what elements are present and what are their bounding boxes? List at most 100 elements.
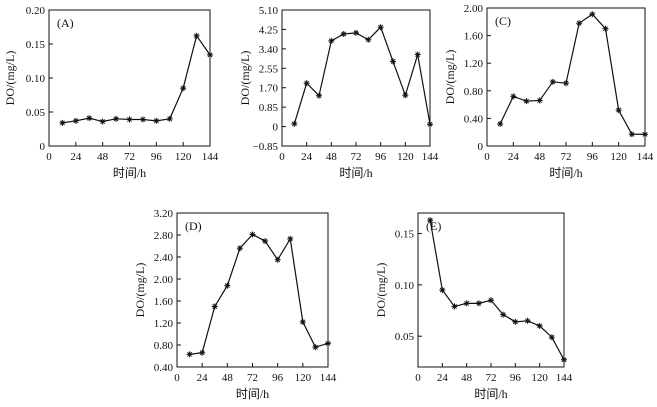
x-tick-label: 24 — [301, 151, 313, 163]
x-tick-label: 144 — [556, 372, 573, 384]
chart-panel-3: 0 24 48 72 96 120 144 0 0.40 0.80 1.20 1.60 2.00 时间/h… — [443, 3, 654, 180]
data-point-marker — [500, 311, 507, 318]
x-tick-label: 0 — [279, 151, 285, 163]
data-point-marker — [488, 297, 494, 304]
data-point-marker — [561, 356, 567, 363]
y-tick-label: 0.05 — [26, 107, 46, 119]
data-point-marker — [451, 303, 458, 310]
y-tick-label: 0.80 — [154, 340, 174, 352]
y-tick-label: 3.20 — [154, 208, 174, 220]
data-point-marker — [439, 287, 446, 293]
data-point-marker — [524, 317, 531, 324]
data-point-marker — [414, 51, 421, 58]
data-point-marker — [497, 120, 504, 127]
y-tick-label: 2.00 — [464, 3, 484, 15]
data-point-marker — [316, 92, 322, 99]
x-tick-label: 96 — [272, 372, 284, 384]
y-tick-label: 0.20 — [26, 5, 46, 17]
x-tick-label: 0 — [484, 151, 490, 163]
data-point-marker — [427, 217, 434, 224]
series-line — [429, 220, 565, 361]
x-tick-label: 72 — [124, 151, 135, 163]
x-tick-label: 48 — [222, 372, 234, 384]
x-axis-label: 时间/h — [236, 387, 269, 401]
data-point-marker — [563, 80, 569, 87]
chart-panel-4: 0 24 48 72 96 120 144 0.40 0.80 1.20 1.60 2.00 2.40 2… — [133, 208, 337, 401]
x-tick-label: 48 — [326, 151, 338, 163]
x-tick-label: 96 — [587, 151, 599, 163]
data-point-marker — [589, 11, 596, 18]
data-point-marker — [510, 93, 517, 100]
series-line — [62, 34, 211, 124]
data-point-marker — [249, 231, 256, 238]
data-point-marker — [523, 98, 530, 105]
y-tick-label: 5.10 — [259, 5, 279, 17]
y-tick-label: 2.40 — [154, 252, 174, 264]
x-tick-label: 72 — [351, 151, 362, 163]
data-point-marker — [199, 349, 206, 356]
x-tick-label: 120 — [295, 372, 312, 384]
data-point-marker — [340, 31, 347, 37]
x-tick-label: 72 — [486, 372, 497, 384]
x-tick-label: 48 — [534, 151, 546, 163]
x-tick-label: 0 — [415, 372, 421, 384]
x-tick-label: 48 — [461, 372, 473, 384]
panel-label: (E) — [426, 219, 441, 233]
chart-panel-1: 0 24 48 72 96 120 144 0 0.05 0.10 0.15 0.20 时间/h DO/(… — [3, 5, 219, 180]
x-tick-label: 72 — [561, 151, 572, 163]
x-tick-label: 96 — [510, 372, 522, 384]
y-tick-label: −0.85 — [253, 141, 279, 153]
y-tick-label: 0.80 — [464, 86, 484, 98]
data-point-marker — [402, 92, 409, 99]
x-tick-label: 144 — [202, 151, 219, 163]
data-point-marker — [291, 120, 298, 127]
data-point-marker — [59, 119, 66, 126]
data-point-marker — [262, 238, 269, 245]
data-point-marker — [328, 37, 335, 44]
data-point-marker — [303, 80, 310, 87]
y-tick-label: 0 — [273, 122, 279, 134]
data-point-marker — [72, 117, 79, 124]
y-tick-label: 0.10 — [26, 73, 46, 85]
data-point-marker — [99, 118, 106, 125]
panel-label: (C) — [495, 14, 511, 28]
x-tick-label: 120 — [610, 151, 627, 163]
x-tick-label: 0 — [174, 372, 180, 384]
y-tick-label: 1.20 — [154, 318, 174, 330]
y-tick-label: 0.15 — [26, 39, 46, 51]
x-tick-label: 24 — [437, 372, 449, 384]
x-tick-label: 48 — [97, 151, 109, 163]
data-point-marker — [312, 344, 319, 351]
y-tick-label: 4.25 — [259, 24, 279, 36]
y-tick-label: 0.10 — [395, 280, 415, 292]
x-tick-label: 120 — [397, 151, 414, 163]
x-tick-label: 24 — [508, 151, 520, 163]
data-point-marker — [463, 300, 470, 307]
x-tick-label: 96 — [151, 151, 163, 163]
data-point-marker — [224, 282, 231, 289]
y-axis-label: DO/(mg/L) — [443, 50, 457, 105]
series-line — [293, 26, 431, 125]
y-axis-label: DO/(mg/L) — [374, 263, 388, 318]
y-tick-label: 0.40 — [464, 113, 484, 125]
y-tick-label: 0.40 — [154, 362, 174, 374]
data-point-marker — [274, 256, 281, 263]
y-axis-label: DO/(mg/L) — [3, 51, 17, 106]
x-tick-label: 24 — [197, 372, 209, 384]
data-point-marker — [166, 115, 173, 122]
x-axis-label: 时间/h — [339, 166, 372, 180]
data-point-marker — [113, 115, 120, 122]
data-point-marker — [139, 116, 146, 123]
panel-label: (D) — [185, 219, 202, 233]
x-axis-label: 时间/h — [474, 387, 507, 401]
x-tick-label: 120 — [175, 151, 192, 163]
data-point-marker — [193, 32, 200, 39]
data-point-marker — [377, 24, 384, 31]
data-point-marker — [353, 29, 359, 36]
y-tick-label: 2.80 — [154, 230, 174, 242]
plot-frame — [486, 7, 646, 147]
data-point-marker — [536, 322, 543, 329]
data-point-marker — [365, 36, 372, 43]
x-tick-label: 96 — [375, 151, 387, 163]
